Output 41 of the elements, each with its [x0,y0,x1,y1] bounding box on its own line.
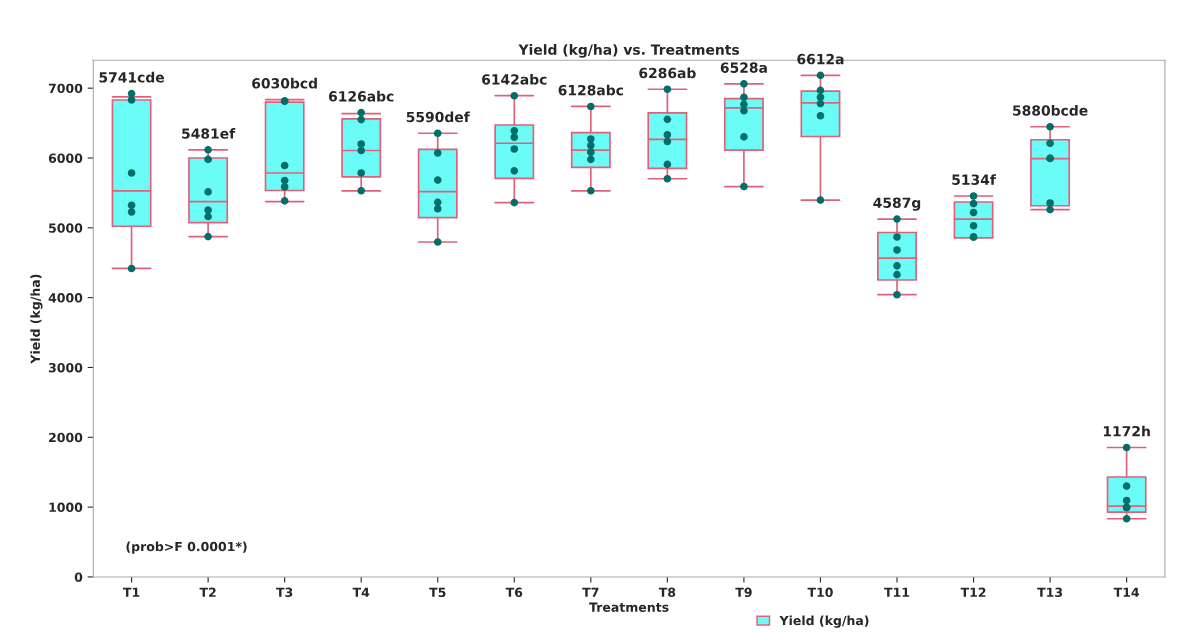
annotation: (prob>F 0.0001*) [126,541,247,554]
x-tick-label: T3 [276,587,293,598]
x-tick-label: T9 [735,587,752,598]
x-tick-label: T6 [505,587,523,598]
x-axis-title: Treatments [589,602,669,612]
x-tick-label: T14 [1113,587,1140,597]
y-tick-label: 1000 [49,502,83,513]
annotation: 6286ab [639,67,696,79]
annotation: 4587g [873,197,921,211]
annotation: 1172h [1103,425,1150,437]
x-tick-label: T10 [807,587,833,598]
legend-label: Yield (kg/ha) [779,615,869,628]
x-tick-label: T1 [123,587,140,597]
annotation: 5880bcde [1013,105,1088,116]
x-tick-label: T5 [429,587,446,598]
annotation: 5134f [952,174,997,185]
y-tick-label: 5000 [49,223,83,233]
y-axis-title: Yield (kg/ha) [30,274,43,364]
annotation: 6126abc [328,90,394,102]
x-tick-label: T12 [960,587,986,597]
y-tick-label: 6000 [48,153,83,163]
annotation: 5481ef [182,128,236,139]
x-tick-label: T8 [658,587,676,598]
annotation: 5741cde [99,71,165,83]
annotation: 6128abc [558,84,623,96]
y-tick-label: 3000 [48,362,83,373]
y-tick-label: 0 [74,572,83,582]
annotation: 6612a [797,53,844,65]
y-tick-label: 7000 [48,83,83,94]
y-tick-label: 2000 [49,432,83,443]
annotation: 5590def [406,111,470,123]
x-tick-label: T7 [582,587,599,597]
annotation: 6030bcd [252,77,317,89]
y-tick-label: 4000 [48,293,83,303]
x-tick-label: T11 [884,587,910,597]
annotation: 6142abc [482,73,547,85]
x-tick-label: T4 [352,587,370,597]
chart-title: Yield (kg/ha) vs. Treatments [518,44,740,58]
x-tick-label: T13 [1037,587,1063,598]
x-tick-label: T2 [199,587,216,597]
annotation: 6528a [720,62,767,73]
